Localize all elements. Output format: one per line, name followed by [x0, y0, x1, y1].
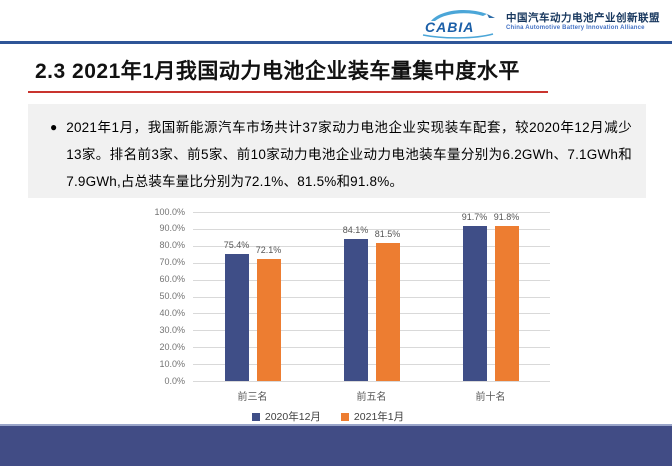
bar-value-label: 72.1% — [255, 245, 282, 256]
org-name-en: China Automotive Battery Innovation Alli… — [506, 24, 645, 31]
gridline — [193, 228, 550, 230]
gridline — [193, 330, 550, 332]
header-divider — [0, 41, 672, 44]
bar-2021年1月-前五名 — [375, 243, 400, 381]
footer-bar — [0, 424, 672, 466]
bar-2020年12月-前五名 — [343, 238, 368, 381]
bar-2021年1月-前十名 — [494, 225, 519, 381]
gridline — [193, 364, 550, 366]
bar-value-label: 75.4% — [223, 239, 250, 250]
y-axis-tick-label: 70.0% — [159, 257, 185, 268]
x-axis-category-label: 前十名 — [475, 392, 506, 403]
legend-swatch-icon — [251, 412, 260, 421]
summary-callout: ● 2021年1月，我国新能源汽车市场共计37家动力电池企业实现装车配套，较20… — [28, 104, 646, 198]
bar-value-label: 81.5% — [374, 229, 401, 240]
bar-2020年12月-前三名 — [224, 253, 249, 381]
concentration-bar-chart: 100.0% 90.0% 80.0% 70.0% 60.0% 50.0% 40.0% 30.0… — [88, 203, 568, 424]
bar-2020年12月-前十名 — [462, 226, 487, 381]
header: CABIA 中国汽车动力电池产业创新联盟 China Automotive Ba… — [0, 0, 672, 42]
chart-legend: 2020年12月 2021年1月 — [88, 409, 568, 424]
y-axis-tick-label: 10.0% — [159, 358, 185, 369]
y-axis-tick-label: 50.0% — [159, 291, 185, 301]
y-axis-tick-label: 30.0% — [159, 324, 185, 335]
summary-text: 2021年1月，我国新能源汽车市场共计37家动力电池企业实现装车配套，较2020… — [66, 120, 632, 189]
page-title: 2.3 2021年1月我国动力电池企业装车量集中度水平 — [35, 60, 520, 83]
legend-label: 2021年1月 — [353, 411, 405, 423]
logo: CABIA 中国汽车动力电池产业创新联盟 China Automotive Ba… — [417, 4, 660, 40]
gridline — [193, 313, 550, 315]
y-axis-tick-label: 20.0% — [159, 341, 185, 352]
legend-swatch-icon — [340, 412, 349, 421]
x-axis-category-label: 前三名 — [237, 392, 268, 403]
chart-plot-area: 100.0% 90.0% 80.0% 70.0% 60.0% 50.0% 40.0% 30.0… — [88, 203, 568, 421]
logo-wordmark: CABIA — [425, 19, 474, 35]
gridline — [193, 381, 550, 382]
y-axis-tick-label: 60.0% — [159, 274, 185, 285]
bar-value-label: 91.7% — [461, 212, 488, 223]
title-underline — [28, 91, 548, 93]
gridline — [193, 296, 550, 298]
legend-label: 2020年12月 — [264, 411, 321, 423]
legend-item: 2021年1月 — [340, 409, 405, 424]
legend-item: 2020年12月 — [251, 409, 321, 424]
gridline — [193, 279, 550, 281]
bullet-icon: ● — [50, 120, 58, 134]
y-axis-tick-label: 0.0% — [164, 375, 185, 386]
cabia-logo-icon: CABIA — [422, 9, 495, 39]
org-name-zh: 中国汽车动力电池产业创新联盟 — [506, 11, 660, 24]
y-axis-tick-label: 80.0% — [159, 240, 185, 251]
y-axis-tick-label: 90.0% — [159, 223, 185, 234]
bar-value-label: 84.1% — [342, 224, 369, 235]
gridline — [193, 245, 550, 247]
gridline — [193, 347, 550, 349]
bar-2021年1月-前三名 — [256, 259, 281, 381]
y-axis-tick-label: 100.0% — [154, 206, 185, 217]
y-axis-tick-label: 40.0% — [159, 307, 185, 318]
bar-value-label: 91.8% — [493, 211, 520, 222]
gridline — [193, 212, 550, 213]
org-names: 中国汽车动力电池产业创新联盟 China Automotive Battery … — [506, 12, 660, 33]
x-axis-category-label: 前五名 — [356, 392, 387, 403]
gridline — [193, 262, 550, 264]
